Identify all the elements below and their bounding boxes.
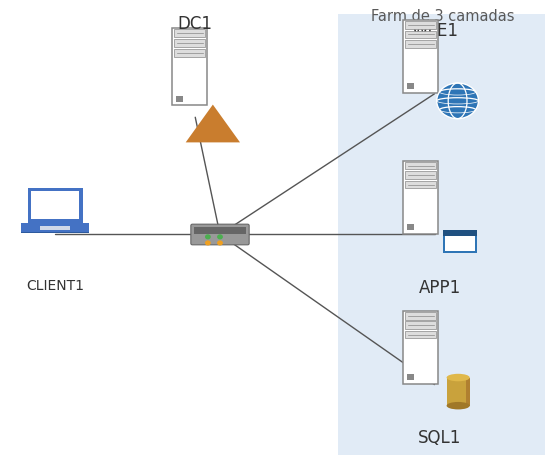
FancyBboxPatch shape bbox=[173, 28, 207, 106]
FancyBboxPatch shape bbox=[405, 171, 437, 179]
FancyBboxPatch shape bbox=[176, 96, 183, 102]
FancyBboxPatch shape bbox=[174, 39, 206, 47]
Text: APP1: APP1 bbox=[419, 279, 461, 297]
FancyBboxPatch shape bbox=[404, 161, 438, 234]
FancyBboxPatch shape bbox=[174, 29, 206, 37]
FancyBboxPatch shape bbox=[31, 191, 79, 219]
FancyBboxPatch shape bbox=[338, 14, 544, 455]
Ellipse shape bbox=[447, 402, 470, 409]
FancyBboxPatch shape bbox=[405, 30, 437, 38]
FancyBboxPatch shape bbox=[28, 188, 82, 223]
FancyBboxPatch shape bbox=[21, 232, 89, 233]
FancyBboxPatch shape bbox=[443, 230, 477, 236]
FancyBboxPatch shape bbox=[405, 162, 437, 169]
FancyBboxPatch shape bbox=[404, 20, 438, 93]
FancyBboxPatch shape bbox=[405, 40, 437, 48]
FancyBboxPatch shape bbox=[447, 378, 470, 406]
Circle shape bbox=[206, 241, 210, 245]
FancyBboxPatch shape bbox=[405, 21, 437, 29]
Circle shape bbox=[218, 241, 222, 245]
FancyBboxPatch shape bbox=[405, 331, 437, 339]
FancyBboxPatch shape bbox=[407, 83, 414, 89]
FancyBboxPatch shape bbox=[191, 224, 249, 245]
Text: CLIENT1: CLIENT1 bbox=[26, 279, 84, 293]
Polygon shape bbox=[186, 105, 240, 143]
FancyBboxPatch shape bbox=[466, 378, 470, 406]
FancyBboxPatch shape bbox=[21, 223, 89, 233]
FancyBboxPatch shape bbox=[40, 226, 70, 230]
FancyBboxPatch shape bbox=[407, 374, 414, 380]
Circle shape bbox=[206, 235, 210, 239]
Circle shape bbox=[218, 235, 222, 239]
Text: SQL1: SQL1 bbox=[419, 429, 461, 447]
FancyBboxPatch shape bbox=[443, 230, 477, 253]
FancyBboxPatch shape bbox=[405, 181, 437, 189]
FancyBboxPatch shape bbox=[405, 312, 437, 319]
Text: WFE1: WFE1 bbox=[411, 22, 458, 40]
Text: DC1: DC1 bbox=[178, 15, 213, 33]
Circle shape bbox=[437, 83, 478, 119]
FancyBboxPatch shape bbox=[407, 224, 414, 230]
FancyBboxPatch shape bbox=[405, 321, 437, 329]
FancyBboxPatch shape bbox=[445, 236, 475, 251]
FancyBboxPatch shape bbox=[404, 311, 438, 384]
Ellipse shape bbox=[447, 374, 470, 381]
Text: Farm de 3 camadas: Farm de 3 camadas bbox=[371, 9, 514, 24]
FancyBboxPatch shape bbox=[194, 227, 246, 234]
FancyBboxPatch shape bbox=[174, 49, 206, 57]
